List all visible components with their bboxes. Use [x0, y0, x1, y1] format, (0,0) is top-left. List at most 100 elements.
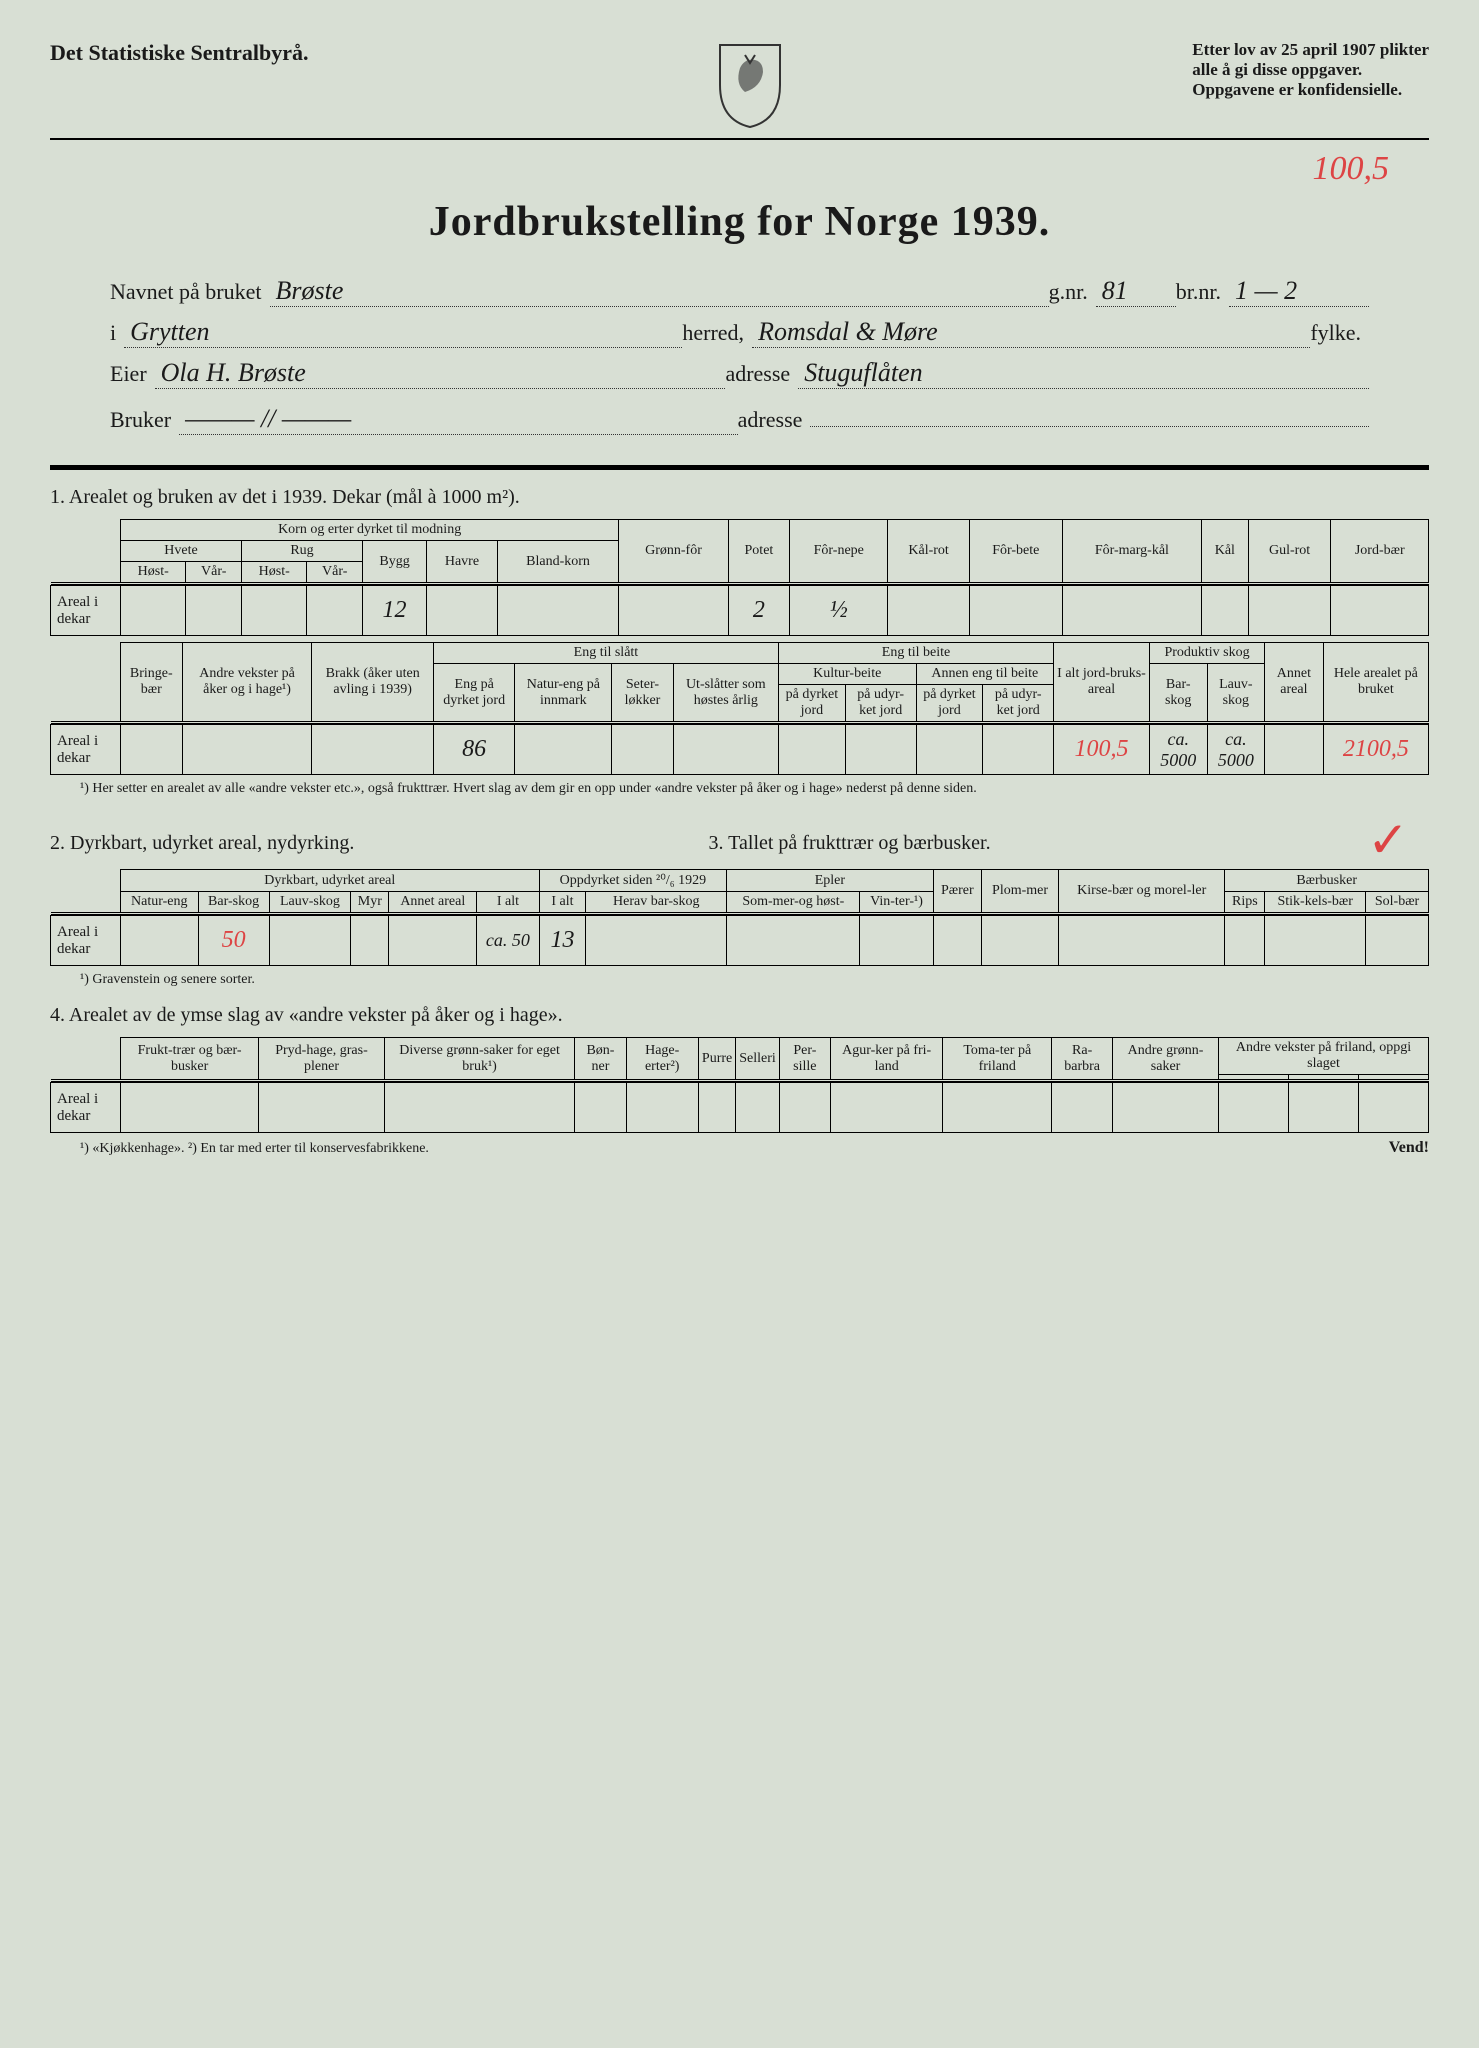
hdr-3-sommer: Som-mer-og høst-	[727, 892, 860, 914]
hdr-havre: Havre	[427, 541, 498, 584]
label-adresse1: adresse	[725, 361, 790, 387]
hdr-4-div: Diverse grønn-saker for eget bruk¹)	[384, 1038, 575, 1081]
label-herred: herred,	[682, 320, 744, 346]
hdr-rug-host: Høst-	[242, 562, 307, 584]
law-line-3: Oppgavene er konfidensielle.	[1192, 80, 1429, 100]
hdr-kultur: Kultur-beite	[778, 664, 916, 685]
hdr-3-stik: Stik-kels-bær	[1265, 892, 1366, 914]
field-adresse1: Stuguflåten	[798, 358, 1369, 389]
hdr-seter: Seter-løkker	[612, 664, 673, 723]
table-23: Dyrkbart, udyrket areal Oppdyrket siden …	[50, 869, 1429, 966]
hdr-formarg: Fôr-marg-kål	[1062, 520, 1201, 584]
hdr-4-hage: Hage-erter²)	[626, 1038, 698, 1081]
hdr-a-udyrk: på udyr-ket jord	[983, 685, 1054, 723]
field-navnet: Brøste	[270, 276, 1049, 307]
law-line-1: Etter lov av 25 april 1907 plikter	[1192, 40, 1429, 60]
hdr-4-andrefri: Andre vekster på friland, oppgi slaget	[1219, 1038, 1429, 1075]
hdr-engslatt: Eng til slått	[433, 643, 778, 664]
val-2-bar: 50	[198, 916, 269, 966]
vend-label: Vend!	[1389, 1139, 1429, 1157]
hdr-hvete-var: Vår-	[186, 562, 242, 584]
hdr-rug: Rug	[242, 541, 363, 562]
val-eng: 86	[433, 725, 515, 775]
table-4: Frukt-trær og bær-busker Pryd-hage, gras…	[50, 1037, 1429, 1133]
footnote-4: ¹) «Kjøkkenhage». ²) En tar med erter ti…	[80, 1141, 429, 1157]
hdr-bygg: Bygg	[363, 541, 427, 584]
hdr-brakk: Brakk (åker uten avling i 1939)	[312, 643, 433, 723]
hdr-parer: Pærer	[933, 870, 981, 914]
label-eier: Eier	[110, 361, 147, 387]
hdr-gulrot: Gul-rot	[1248, 520, 1331, 584]
hdr-4-persille: Per-sille	[779, 1038, 830, 1081]
hdr-oppdyrk: Oppdyrket siden ²⁰/₆ 1929	[539, 870, 727, 892]
field-bruker: ——— // ———	[179, 404, 738, 435]
val-lauv: ca. 5000	[1207, 725, 1265, 775]
footnote-2: ¹) Gravenstein og senere sorter.	[80, 972, 1429, 988]
hdr-4-bon: Bøn-ner	[575, 1038, 626, 1081]
rowlabel-4: Areal i dekar	[51, 1083, 121, 1133]
section-3-title: 3. Tallet på frukttrær og bærbusker.	[709, 832, 1348, 855]
hdr-k-udyrk: på udyr-ket jord	[845, 685, 916, 723]
law-line-2: alle å gi disse oppgaver.	[1192, 60, 1429, 80]
hdr-a-dyrk: på dyrket jord	[916, 685, 983, 723]
hdr-epler: Epler	[727, 870, 933, 892]
section-1-title: 1. Arealet og bruken av det i 1939. Deka…	[50, 486, 1429, 509]
section-2-title: 2. Dyrkbart, udyrket areal, nydyrking.	[50, 832, 689, 855]
field-eier: Ola H. Brøste	[155, 358, 726, 389]
hdr-4-agurk: Agur-ker på fri-land	[830, 1038, 942, 1081]
crest-icon	[710, 40, 790, 130]
hdr-kirse: Kirse-bær og morel-ler	[1059, 870, 1225, 914]
hdr-4-purre: Purre	[698, 1038, 735, 1081]
val-2-ialt: ca. 50	[477, 916, 539, 966]
table-1a: Korn og erter dyrket til modning Grønn-f…	[50, 519, 1429, 636]
hdr-gronn: Grønn-fôr	[619, 520, 728, 584]
val-ialt: 100,5	[1054, 725, 1150, 775]
hdr-4-tomat: Toma-ter på friland	[943, 1038, 1052, 1081]
hdr-2-oppialt: I alt	[539, 892, 586, 914]
hdr-prodskog: Produktiv skog	[1149, 643, 1264, 664]
rowlabel-1a: Areal i dekar	[51, 586, 121, 636]
val-fornepe: ½	[790, 586, 888, 636]
hdr-2-annet: Annet areal	[389, 892, 477, 914]
hdr-4-rabarbra: Ra-barbra	[1052, 1038, 1113, 1081]
hdr-engpa: Eng på dyrket jord	[433, 664, 515, 723]
hdr-4-frukt: Frukt-trær og bær-busker	[121, 1038, 259, 1081]
field-i: Grytten	[124, 317, 682, 348]
hdr-rug-var: Vår-	[307, 562, 363, 584]
hdr-korn: Korn og erter dyrket til modning	[121, 520, 619, 541]
hdr-barskog: Bar-skog	[1149, 664, 1207, 723]
hdr-dyrkbart: Dyrkbart, udyrket areal	[121, 870, 540, 892]
label-brnr: br.nr.	[1176, 279, 1221, 305]
field-brnr: 1 — 2	[1229, 276, 1369, 307]
hdr-bringe: Bringe-bær	[121, 643, 183, 723]
hdr-lauvskog: Lauv-skog	[1207, 664, 1265, 723]
hdr-ialtjord: I alt jord-bruks-areal	[1054, 643, 1150, 723]
hdr-3-vinter: Vin-ter-¹)	[860, 892, 933, 914]
label-i: i	[110, 320, 116, 346]
hdr-3-rips: Rips	[1225, 892, 1265, 914]
red-check-icon: ✓	[1367, 811, 1409, 869]
page-title: Jordbrukstelling for Norge 1939.	[50, 198, 1429, 246]
field-gnr: 81	[1096, 276, 1176, 307]
label-gnr: g.nr.	[1049, 279, 1088, 305]
label-bruker: Bruker	[110, 407, 171, 433]
hdr-2-myr: Myr	[351, 892, 389, 914]
hdr-fornepe: Fôr-nepe	[790, 520, 888, 584]
field-adresse2	[810, 399, 1369, 427]
hdr-hele: Hele arealet på bruket	[1323, 643, 1428, 723]
law-text: Etter lov av 25 april 1907 plikter alle …	[1192, 40, 1429, 100]
hdr-2-lauv: Lauv-skog	[269, 892, 351, 914]
hdr-k-dyrk: på dyrket jord	[778, 685, 845, 723]
hdr-kal: Kål	[1201, 520, 1248, 584]
rowlabel-2: Areal i dekar	[51, 916, 121, 966]
hdr-2-herav: Herav bar-skog	[586, 892, 727, 914]
red-annotation-top: 100,5	[50, 150, 1389, 188]
field-fylke: Romsdal & Møre	[752, 317, 1310, 348]
org-name: Det Statistiske Sentralbyrå.	[50, 40, 308, 66]
val-bygg: 12	[363, 586, 427, 636]
val-2-opp: 13	[539, 916, 586, 966]
hdr-annen: Annen eng til beite	[916, 664, 1054, 685]
rowlabel-1b: Areal i dekar	[51, 725, 121, 775]
hdr-bland: Bland-korn	[497, 541, 618, 584]
hdr-jordbar: Jord-bær	[1331, 520, 1429, 584]
